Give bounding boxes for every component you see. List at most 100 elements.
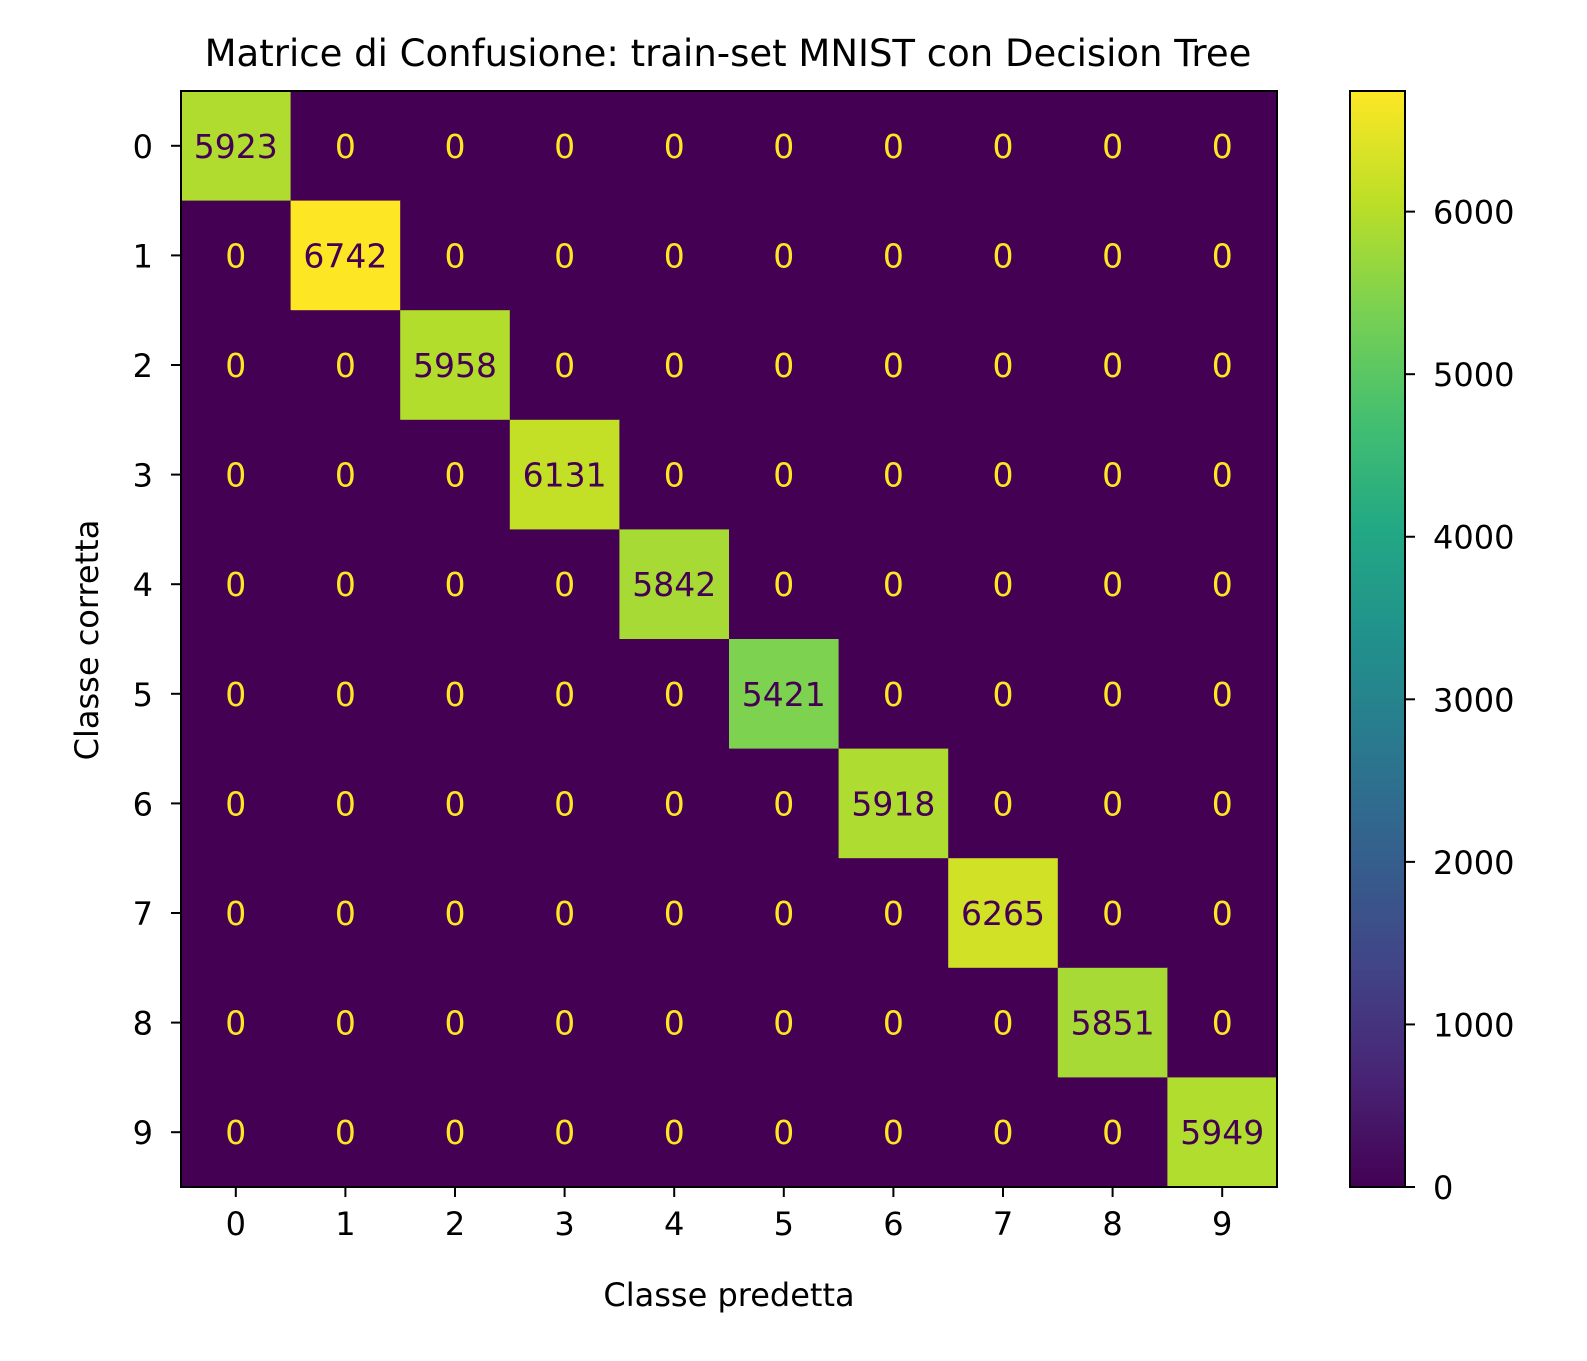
colorbar-ticks: 0 1000 2000 3000 4000 5000 6000 <box>1405 194 1514 1207</box>
heatmap-cell <box>509 419 620 530</box>
cell-value-label: 0 <box>664 894 685 933</box>
cell-value-label: 0 <box>993 1113 1014 1152</box>
heatmap-cell <box>619 1077 730 1188</box>
cell-value-label: 0 <box>335 346 356 385</box>
chart-title: Matrice di Confusione: train-set MNIST c… <box>205 32 1252 75</box>
cell-value-label: 0 <box>554 346 575 385</box>
cell-value-label: 0 <box>664 675 685 714</box>
heatmap-cell <box>290 419 401 530</box>
heatmap-cell <box>181 200 292 311</box>
heatmap-cell <box>729 310 840 421</box>
cell-value-label: 0 <box>554 236 575 275</box>
cell-value-label: 0 <box>1102 127 1123 166</box>
plot-frame <box>180 90 1278 1188</box>
heatmap-cell <box>181 91 292 202</box>
heatmap-cell <box>1167 419 1278 530</box>
cell-value-label: 0 <box>335 127 356 166</box>
y-tick-label: 2 <box>133 347 153 385</box>
heatmap-cell <box>1057 200 1168 311</box>
heatmap-cell <box>1057 858 1168 969</box>
heatmap-cell <box>1057 639 1168 750</box>
cell-value-label: 0 <box>554 127 575 166</box>
heatmap-cell <box>400 529 511 640</box>
heatmap-cell <box>1167 310 1278 421</box>
heatmap-cell <box>729 967 840 1078</box>
x-tick-label: 6 <box>883 1205 903 1243</box>
heatmap-cell <box>838 967 949 1078</box>
cell-value-label: 0 <box>773 127 794 166</box>
cell-value-label: 0 <box>335 456 356 495</box>
cell-value-label: 0 <box>1102 784 1123 823</box>
cell-value-label: 0 <box>1102 346 1123 385</box>
heatmap-cell <box>948 419 1059 530</box>
cell-value-label: 0 <box>664 1004 685 1043</box>
cell-value-label: 0 <box>225 784 246 823</box>
x-tick-label: 2 <box>445 1205 465 1243</box>
heatmap-cell <box>729 748 840 859</box>
heatmap-cell <box>509 748 620 859</box>
cell-value-label: 0 <box>883 1004 904 1043</box>
cell-value-label: 0 <box>445 1004 466 1043</box>
cell-value-label: 0 <box>335 675 356 714</box>
heatmap-cell <box>619 967 730 1078</box>
cell-value-label: 0 <box>773 565 794 604</box>
cell-value-label: 0 <box>1102 565 1123 604</box>
cell-value-label: 0 <box>1212 565 1233 604</box>
colorbar-tick-label: 0 <box>1433 1169 1453 1207</box>
heatmap-cell <box>1167 91 1278 202</box>
x-tick-label: 7 <box>993 1205 1013 1243</box>
cell-value-label: 0 <box>445 784 466 823</box>
cell-value-label: 0 <box>445 1113 466 1152</box>
cell-value-label: 0 <box>1212 127 1233 166</box>
cell-value-label: 0 <box>993 346 1014 385</box>
heatmap-cell <box>838 858 949 969</box>
heatmap-cell <box>509 310 620 421</box>
colorbar-tick-label: 6000 <box>1433 194 1514 232</box>
cell-value-label: 0 <box>1102 1113 1123 1152</box>
heatmap-cell <box>948 858 1059 969</box>
heatmap-cell <box>948 529 1059 640</box>
cell-value-label: 0 <box>445 236 466 275</box>
heatmap-cell <box>1167 639 1278 750</box>
y-tick-label: 9 <box>133 1114 153 1152</box>
cell-value-label: 0 <box>883 1113 904 1152</box>
cell-value-label: 0 <box>993 675 1014 714</box>
heatmap-cell <box>290 639 401 750</box>
cell-value-label: 5842 <box>632 565 716 604</box>
heatmap-cell <box>948 967 1059 1078</box>
cell-value-label: 0 <box>1212 1004 1233 1043</box>
heatmap-cell <box>181 639 292 750</box>
cell-value-label: 0 <box>1212 456 1233 495</box>
cell-value-label: 0 <box>1212 894 1233 933</box>
cell-value-label: 0 <box>225 346 246 385</box>
heatmap-cell <box>838 748 949 859</box>
cell-value-label: 5918 <box>851 784 935 823</box>
cell-value-label: 0 <box>554 1113 575 1152</box>
heatmap-cell <box>181 967 292 1078</box>
cell-value-label: 0 <box>993 236 1014 275</box>
y-tick-label: 1 <box>133 237 153 275</box>
heatmap-cell <box>181 419 292 530</box>
cell-value-label: 5421 <box>742 675 826 714</box>
heatmap-cell <box>619 529 730 640</box>
heatmap-cell <box>290 967 401 1078</box>
cell-value-label: 0 <box>225 565 246 604</box>
cell-value-label: 0 <box>225 894 246 933</box>
heatmap-cell <box>1167 748 1278 859</box>
cell-value-label: 0 <box>883 675 904 714</box>
heatmap-cell <box>400 858 511 969</box>
heatmap-cell <box>729 1077 840 1188</box>
cell-value-label: 0 <box>993 456 1014 495</box>
cell-value-label: 0 <box>445 456 466 495</box>
cell-value-label: 0 <box>883 346 904 385</box>
heatmap-cell <box>948 748 1059 859</box>
x-tick-label: 8 <box>1102 1205 1122 1243</box>
x-axis-label: Classe predetta <box>603 1276 854 1314</box>
y-tick-label: 4 <box>133 566 153 604</box>
cell-value-label: 0 <box>554 675 575 714</box>
heatmap-cell <box>619 310 730 421</box>
x-tick-label: 9 <box>1212 1205 1232 1243</box>
y-tick-label: 0 <box>133 128 153 166</box>
cell-value-label: 0 <box>335 565 356 604</box>
